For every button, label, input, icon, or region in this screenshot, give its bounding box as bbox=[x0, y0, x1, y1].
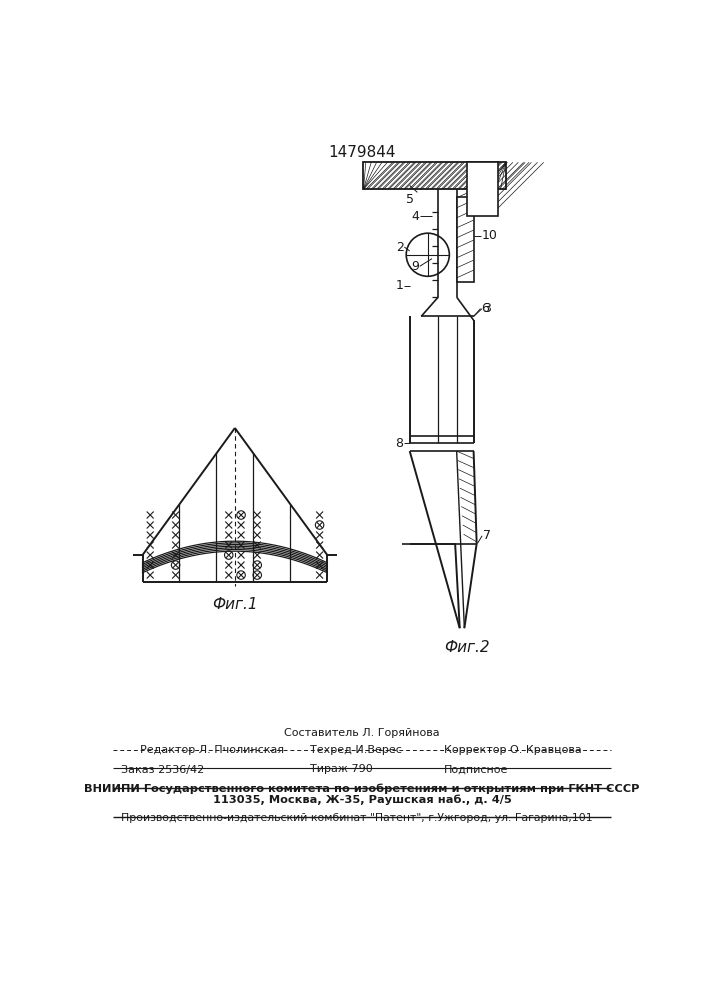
Text: Тираж 790: Тираж 790 bbox=[310, 764, 373, 774]
Text: 1: 1 bbox=[396, 279, 404, 292]
Text: Корректор О. Кравцова: Корректор О. Кравцова bbox=[444, 745, 582, 755]
Bar bbox=[467, 162, 498, 216]
Bar bbox=[363, 162, 506, 189]
Text: Редактор Л. Пчолинская: Редактор Л. Пчолинская bbox=[140, 745, 284, 755]
Text: 9: 9 bbox=[411, 260, 419, 273]
Text: Составитель Л. Горяйнова: Составитель Л. Горяйнова bbox=[284, 728, 440, 738]
Text: 5: 5 bbox=[406, 193, 414, 206]
Text: ВНИИПИ Государственного комитета по изобретениям и открытиям при ГКНТ СССР: ВНИИПИ Государственного комитета по изоб… bbox=[84, 783, 640, 794]
Text: 3: 3 bbox=[483, 302, 491, 315]
Text: Фиг.2: Фиг.2 bbox=[445, 640, 490, 655]
Bar bbox=[457, 197, 474, 282]
Text: 113035, Москва, Ж-35, Раушская наб., д. 4/5: 113035, Москва, Ж-35, Раушская наб., д. … bbox=[213, 795, 511, 805]
Text: 6: 6 bbox=[481, 302, 489, 315]
Text: 1479844: 1479844 bbox=[328, 145, 396, 160]
Text: Техред И.Верес: Техред И.Верес bbox=[310, 745, 402, 755]
Text: Подписное: Подписное bbox=[444, 764, 509, 774]
Text: 2: 2 bbox=[396, 241, 404, 254]
Text: Производственно-издательский комбинат "Патент", г.Ужгород, ул. Гагарина,101: Производственно-издательский комбинат "П… bbox=[121, 813, 592, 823]
Text: Заказ 2536/42: Заказ 2536/42 bbox=[121, 764, 204, 774]
Text: Фиг.1: Фиг.1 bbox=[212, 597, 258, 612]
Text: 8: 8 bbox=[395, 437, 404, 450]
Text: 7: 7 bbox=[483, 529, 491, 542]
Text: 10: 10 bbox=[481, 229, 497, 242]
Text: 4: 4 bbox=[411, 210, 419, 223]
